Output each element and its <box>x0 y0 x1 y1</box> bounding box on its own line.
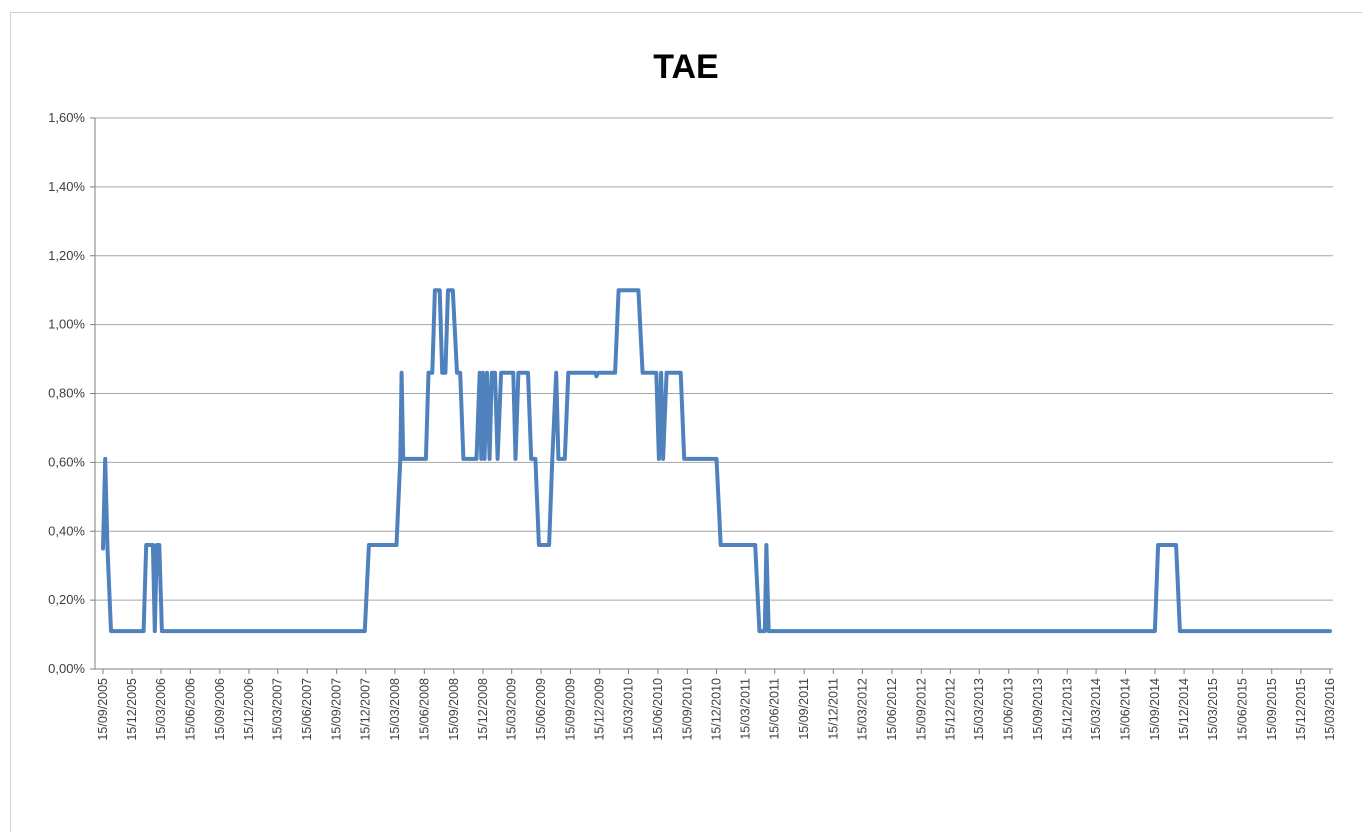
series-line-tae <box>101 288 1332 634</box>
x-tick-label: 15/03/2011 <box>738 678 752 740</box>
series-layer <box>101 288 1332 634</box>
x-tick-label: 15/03/2007 <box>271 678 285 741</box>
y-tick-label: 0,80% <box>48 386 85 401</box>
x-tick-label: 15/12/2006 <box>242 678 256 741</box>
y-tick-label: 0,40% <box>48 523 85 538</box>
x-tick-label: 15/09/2015 <box>1265 678 1279 741</box>
x-tick-label: 15/06/2006 <box>183 678 197 741</box>
x-tick-label: 15/06/2011 <box>768 678 782 740</box>
x-tick-label: 15/03/2010 <box>621 678 635 741</box>
x-tick-label: 15/03/2016 <box>1323 678 1337 741</box>
x-tick-label: 15/06/2014 <box>1119 678 1133 741</box>
x-tick-label: 15/09/2007 <box>330 678 344 741</box>
x-tick-label: 15/09/2014 <box>1148 678 1162 741</box>
x-tick-label: 15/09/2011 <box>797 678 811 740</box>
x-tick-label: 15/03/2012 <box>855 678 869 741</box>
x-tick-label: 15/09/2006 <box>213 678 227 741</box>
x-axis-tick-labels: 15/09/2005 15/12/2005 15/03/2006 15/06/2006… <box>96 669 1337 741</box>
x-tick-label: 15/12/2009 <box>593 678 607 741</box>
x-tick-label: 15/06/2013 <box>1002 678 1016 741</box>
gridlines <box>90 117 1333 670</box>
x-tick-label: 15/06/2009 <box>534 678 548 741</box>
x-tick-label: 15/03/2013 <box>972 678 986 741</box>
y-tick-label: 1,20% <box>48 248 85 263</box>
x-tick-label: 15/03/2006 <box>154 678 168 741</box>
x-tick-label: 15/03/2008 <box>388 678 402 741</box>
y-tick-label: 1,40% <box>48 179 85 194</box>
x-tick-label: 15/12/2007 <box>359 678 373 741</box>
x-tick-label: 15/03/2009 <box>505 678 519 741</box>
x-tick-label: 15/12/2010 <box>710 678 724 741</box>
axes <box>94 118 1333 670</box>
x-tick-label: 15/12/2005 <box>125 678 139 741</box>
x-tick-label: 15/09/2012 <box>914 678 928 741</box>
x-tick-label: 15/09/2013 <box>1031 678 1045 741</box>
y-tick-label: 0,60% <box>48 454 85 469</box>
y-tick-label: 1,00% <box>48 317 85 332</box>
x-tick-label: 15/12/2012 <box>943 678 957 741</box>
chart-title: TAE <box>653 48 718 86</box>
x-tick-label: 15/06/2012 <box>885 678 899 741</box>
x-tick-label: 15/03/2014 <box>1089 678 1103 741</box>
x-tick-label: 15/06/2010 <box>651 678 665 741</box>
x-tick-label: 15/09/2010 <box>680 678 694 741</box>
y-axis-tick-labels: 0,00% 0,20% 0,40% 0,60% 0,80% 1,00% 1,20% 1,40%… <box>48 110 85 676</box>
x-tick-label: 15/06/2015 <box>1235 678 1249 741</box>
y-tick-label: 0,00% <box>48 661 85 676</box>
x-tick-label: 15/09/2009 <box>564 678 578 741</box>
x-tick-label: 15/12/2014 <box>1177 678 1191 741</box>
chart-frame <box>10 12 1362 832</box>
x-tick-label: 15/12/2015 <box>1294 678 1308 741</box>
x-tick-label: 15/12/2008 <box>476 678 490 741</box>
x-tick-label: 15/09/2005 <box>96 678 110 741</box>
y-tick-label: 0,20% <box>48 592 85 607</box>
x-tick-label: 15/12/2013 <box>1060 678 1074 741</box>
x-tick-label: 15/12/2011 <box>826 678 840 740</box>
x-tick-label: 15/06/2008 <box>417 678 431 741</box>
x-tick-label: 15/09/2008 <box>447 678 461 741</box>
y-tick-label: 1,60% <box>48 110 85 125</box>
x-tick-label: 15/06/2007 <box>300 678 314 741</box>
x-tick-label: 15/03/2015 <box>1206 678 1220 741</box>
